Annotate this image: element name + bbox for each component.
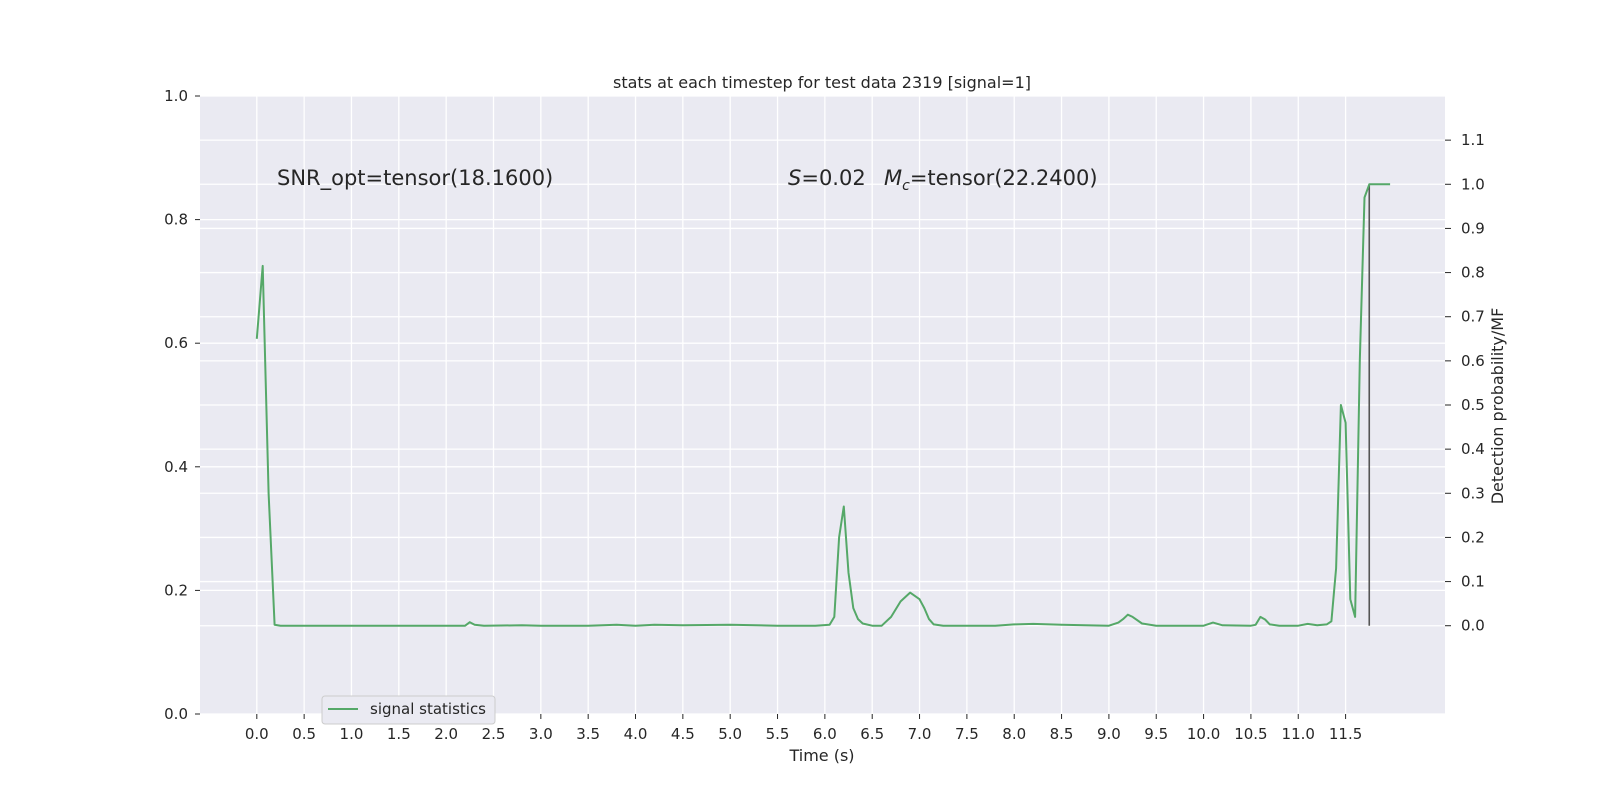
legend-label-signal-statistics: signal statistics <box>370 700 486 718</box>
y-tick-label: 0.8 <box>164 211 188 229</box>
right-y-tick-label: 0.6 <box>1461 352 1485 370</box>
right-y-tick-label: 0.2 <box>1461 528 1485 546</box>
x-tick-label: 8.5 <box>1050 725 1074 743</box>
grid <box>200 95 1445 715</box>
mc-annotation: Mc=tensor(22.2400) <box>884 166 1098 194</box>
x-tick-label: 4.0 <box>624 725 648 743</box>
x-tick-label: 3.0 <box>529 725 553 743</box>
legend-box <box>321 695 496 725</box>
x-tick-label: 8.0 <box>1002 725 1026 743</box>
x-tick-label: 7.5 <box>955 725 979 743</box>
y-tick-label: 0.0 <box>164 705 188 723</box>
x-tick-label: 10.5 <box>1234 725 1267 743</box>
right-y-tick-label: 1.0 <box>1461 175 1485 193</box>
right-y-tick-label: 0.9 <box>1461 219 1485 237</box>
tick-labels: 0.0 0.5 1.0 1.5 2.0 2.5 3.0 3.5 4.0 4.5 5.0 5.5 6.0 6… <box>164 87 1485 743</box>
legend: signal statistics <box>321 695 496 725</box>
x-tick-label: 1.5 <box>387 725 411 743</box>
x-tick-label: 6.0 <box>813 725 837 743</box>
x-tick-label: 9.0 <box>1097 725 1121 743</box>
x-tick-label: 4.5 <box>671 725 695 743</box>
snr-annotation: SNR_opt=tensor(18.1600) <box>277 166 553 191</box>
x-tick-label: 5.0 <box>718 725 742 743</box>
x-tick-label: 2.5 <box>482 725 506 743</box>
x-tick-label: 1.0 <box>340 725 364 743</box>
series-line-signal-statistics <box>255 183 1391 627</box>
x-tick-label: 11.5 <box>1329 725 1362 743</box>
right-y-tick-label: 0.8 <box>1461 264 1485 282</box>
y-tick-label: 0.6 <box>164 334 188 352</box>
x-tick-label: 9.5 <box>1144 725 1168 743</box>
y-tick-label: 1.0 <box>164 87 188 105</box>
right-y-tick-label: 0.0 <box>1461 617 1485 635</box>
s-annotation: S=0.02 <box>788 166 866 190</box>
y-tick-label: 0.4 <box>164 458 188 476</box>
right-y-tick-label: 0.5 <box>1461 396 1485 414</box>
x-tick-label: 10.0 <box>1187 725 1220 743</box>
x-tick-label: 7.0 <box>908 725 932 743</box>
right-y-tick-label: 0.4 <box>1461 440 1485 458</box>
right-y-tick-label: 0.1 <box>1461 573 1485 591</box>
chart-title: stats at each timestep for test data 231… <box>613 73 1031 92</box>
x-tick-label: 11.0 <box>1282 725 1315 743</box>
x-tick-label: 0.5 <box>292 725 316 743</box>
right-y-axis-label: Detection probability/MF <box>1488 308 1507 505</box>
right-y-tick-label: 0.3 <box>1461 484 1485 502</box>
y-tick-label: 0.2 <box>164 581 188 599</box>
x-axis-label: Time (s) <box>788 746 854 765</box>
x-tick-label: 2.0 <box>434 725 458 743</box>
right-y-tick-label: 1.1 <box>1461 131 1485 149</box>
x-tick-label: 5.5 <box>766 725 790 743</box>
x-tick-label: 0.0 <box>245 725 269 743</box>
series-layer <box>255 183 1391 627</box>
x-tick-label: 3.5 <box>576 725 600 743</box>
right-y-tick-label: 0.7 <box>1461 308 1485 326</box>
x-tick-label: 6.5 <box>860 725 884 743</box>
